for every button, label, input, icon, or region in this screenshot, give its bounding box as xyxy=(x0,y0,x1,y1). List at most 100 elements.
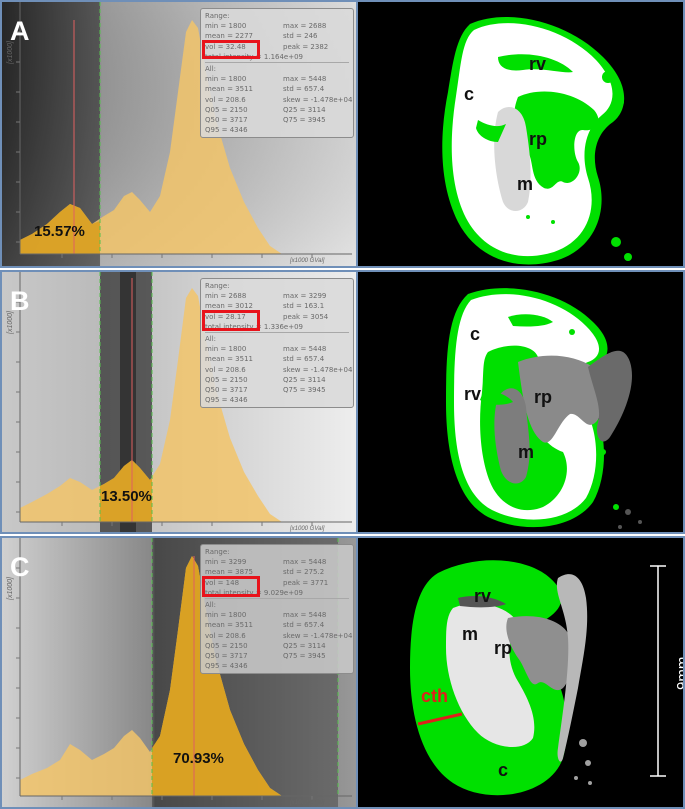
all-max: max = 5448 xyxy=(283,75,327,84)
range-peak: peak = 2382 xyxy=(283,42,329,51)
kidney-section-b xyxy=(446,288,642,529)
stats-panel-a: Range: min = 1800 max = 2688 mean = 2277 s… xyxy=(200,8,354,139)
cortex-thickness-line xyxy=(417,712,463,726)
label-renal-vein-a: rv xyxy=(529,54,547,74)
histogram-b: B [x1000] [x1000 GVal] 13.50% Range: min… xyxy=(2,272,358,532)
all-max: max = 5448 xyxy=(283,611,327,620)
all-min: min = 1800 xyxy=(205,75,247,84)
ct-image-c: rv m rp cth c 9mm xyxy=(358,538,685,807)
percent-label-c: 70.93% xyxy=(173,750,224,767)
all-q05: Q05 = 2150 xyxy=(205,105,248,114)
figure-row-a: A [x1000] [x1000 GVal] 15.57% Range: min… xyxy=(0,0,685,268)
medulla-region xyxy=(494,107,531,211)
ct-image-a: rv c rp m xyxy=(358,2,683,266)
ct-image-b: c rv rp m xyxy=(358,272,683,532)
histogram-a: A [x1000] [x1000 GVal] 15.57% Range: min… xyxy=(2,2,358,266)
range-peak: peak = 3054 xyxy=(283,312,329,321)
figure-row-c: C [x1000] [x1000 GVal] 70.93% Range: min… xyxy=(0,536,685,809)
label-renal-pelvis-a: rp xyxy=(529,129,547,149)
range-title: Range: xyxy=(205,12,230,20)
histogram-curve xyxy=(20,288,282,522)
range-mean: mean = 3012 xyxy=(205,302,253,311)
range-std: std = 275.2 xyxy=(283,568,325,577)
label-cortex-b: c xyxy=(470,324,481,344)
renal-pelvis-region xyxy=(506,616,573,691)
panel-letter-a: A xyxy=(10,16,30,46)
renal-vein-region xyxy=(458,596,506,608)
range-title: Range: xyxy=(205,282,230,290)
renal-pelvis-region xyxy=(518,355,605,443)
range-vol: vol = 148 xyxy=(205,578,240,587)
all-max: max = 5448 xyxy=(283,345,327,354)
range-min: min = 3299 xyxy=(205,558,247,567)
stats-panel-c: Range: min = 3299 max = 5448 mean = 3875 s… xyxy=(200,544,354,675)
histogram-c: C [x1000] [x1000 GVal] 70.93% Range: min… xyxy=(2,538,358,807)
all-std: std = 657.4 xyxy=(283,85,325,94)
label-cortex-thickness-c: cth xyxy=(421,686,448,706)
label-cortex-c: c xyxy=(498,760,509,780)
all-q95: Q95 = 4346 xyxy=(205,662,248,671)
range-total-intensity: total intensity = 1.336e+09 xyxy=(205,322,304,331)
all-q05: Q05 = 2150 xyxy=(205,641,248,650)
range-vol: vol = 32.48 xyxy=(205,42,246,51)
medulla-region xyxy=(446,603,535,748)
all-skew: skew = -1.478e+04 xyxy=(283,365,353,374)
renal-pelvis-region xyxy=(514,91,599,189)
range-min: min = 1800 xyxy=(205,22,247,31)
all-q50: Q50 = 3717 xyxy=(205,385,248,394)
x-axis-unit-c: [x1000 GVal] xyxy=(290,800,325,806)
panel-letter-c: C xyxy=(10,552,30,582)
percent-label-a: 15.57% xyxy=(34,223,85,240)
all-title: All: xyxy=(205,64,217,73)
label-renal-vein-c: rv xyxy=(474,586,492,606)
medulla-region xyxy=(494,388,530,484)
all-q05: Q05 = 2150 xyxy=(205,375,248,384)
all-mean: mean = 3511 xyxy=(205,355,253,364)
all-q95: Q95 = 4346 xyxy=(205,396,248,405)
kidney-section-a xyxy=(442,16,632,265)
range-std: std = 163.1 xyxy=(283,302,325,311)
all-title: All: xyxy=(205,334,217,343)
all-vol: vol = 208.6 xyxy=(205,631,246,640)
all-q75: Q75 = 3945 xyxy=(283,651,326,660)
label-cortex-a: c xyxy=(464,84,475,104)
stats-panel-b: Range: min = 2688 max = 3299 mean = 3012 s… xyxy=(200,278,354,409)
range-max: max = 5448 xyxy=(283,558,327,567)
range-peak: peak = 3771 xyxy=(283,578,329,587)
range-vol: vol = 28.17 xyxy=(205,312,246,321)
all-q95: Q95 = 4346 xyxy=(205,126,248,135)
histogram-selected-region xyxy=(20,204,100,254)
percent-label-b: 13.50% xyxy=(101,488,152,505)
all-q75: Q75 = 3945 xyxy=(283,385,326,394)
all-std: std = 657.4 xyxy=(283,355,325,364)
histogram-selected-region xyxy=(100,460,152,522)
all-mean: mean = 3511 xyxy=(205,621,253,630)
all-q25: Q25 = 3114 xyxy=(283,641,326,650)
all-mean: mean = 3511 xyxy=(205,85,253,94)
kidney-section-c xyxy=(410,560,666,796)
all-q50: Q50 = 3717 xyxy=(205,115,248,124)
all-vol: vol = 208.6 xyxy=(205,365,246,374)
y-axis-unit-a: [x1000] xyxy=(7,41,14,64)
x-axis-unit-a: [x1000 GVal] xyxy=(290,258,325,264)
renal-vein-region xyxy=(498,54,573,73)
x-axis-unit-b: [x1000 GVal] xyxy=(290,526,325,532)
range-total-intensity: total intensity = 9.029e+09 xyxy=(205,588,304,597)
y-axis-unit-c: [x1000] xyxy=(7,577,14,600)
vol-highlight-box-c xyxy=(202,576,260,597)
all-skew: skew = -1.478e+04 xyxy=(283,95,353,104)
label-medulla-b: m xyxy=(518,442,535,462)
all-min: min = 1800 xyxy=(205,345,247,354)
all-q50: Q50 = 3717 xyxy=(205,651,248,660)
all-min: min = 1800 xyxy=(205,611,247,620)
label-renal-pelvis-b: rp xyxy=(534,387,552,407)
scale-bar-label: 9mm xyxy=(674,656,685,690)
vol-highlight-box-b xyxy=(202,310,260,331)
all-q25: Q25 = 3114 xyxy=(283,375,326,384)
label-renal-vein-b: rv xyxy=(464,384,482,404)
all-q75: Q75 = 3945 xyxy=(283,115,326,124)
vol-highlight-box-a xyxy=(202,40,260,59)
label-medulla-a: m xyxy=(517,174,534,194)
histogram-selected-region xyxy=(152,556,282,796)
range-mean: mean = 2277 xyxy=(205,32,253,41)
